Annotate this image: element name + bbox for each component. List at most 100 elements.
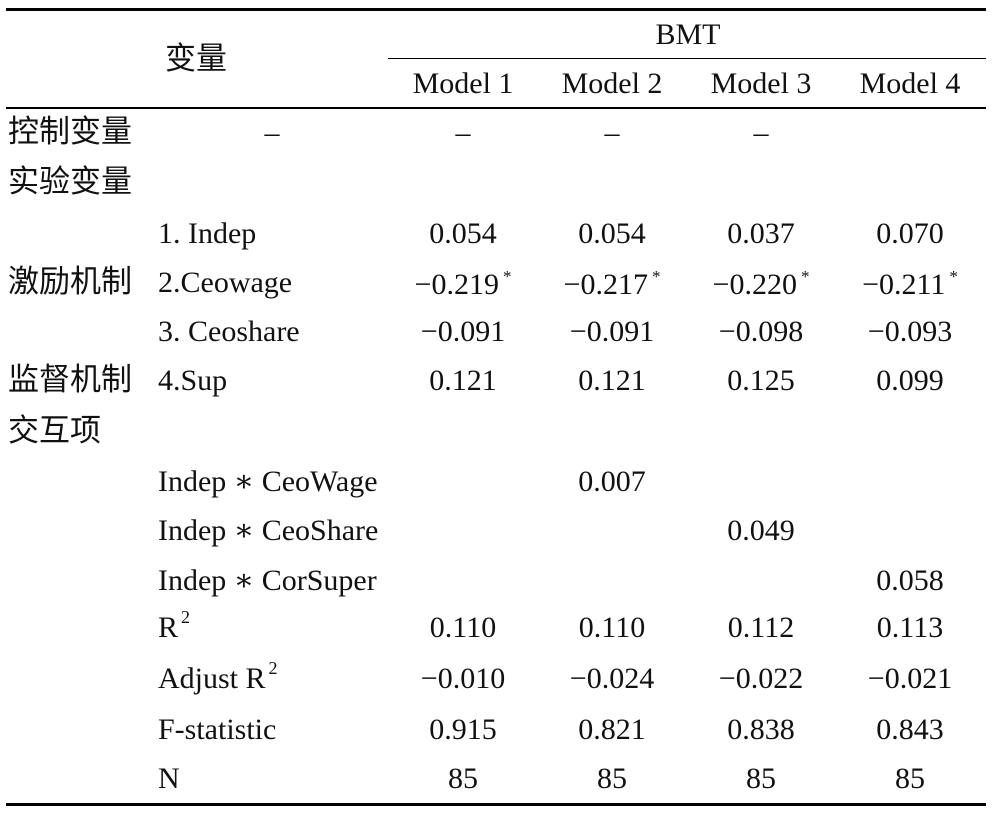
row-variable: Indep ∗ CorSuper [158,566,377,596]
bottom-rule [6,803,986,806]
value-cell-model-4: 0.113 [877,613,943,643]
value-cell-model-3: 85 [746,764,776,794]
row-variable-text: 4.Sup [158,364,228,397]
group-rule [388,58,986,59]
value-text: 0.915 [429,713,497,746]
value-text: 0.049 [727,514,795,547]
value-cell-model-3: 0.125 [727,366,795,396]
value-text: −0.219 [414,268,499,301]
value-cell-model-3: −0.098 [719,317,803,347]
value-cell-model-2: 0.121 [578,366,646,396]
value-text: 0.843 [876,713,944,746]
row-variable: 4.Sup [158,366,227,396]
variable-header: 变量 [165,41,227,77]
row-category: 交互项 [8,413,101,449]
value-text: 0.070 [876,217,944,250]
value-text: 0.121 [578,364,646,397]
value-cell-model-4: 0.058 [876,566,944,596]
value-text: −0.211 [862,268,946,301]
row-variable: 1. Indep [158,219,256,249]
value-text: 0.007 [578,465,646,498]
value-cell-model-3: – [605,118,620,148]
value-cell-model-3: 0.112 [728,613,794,643]
value-cell-model-1: 0.121 [429,366,497,396]
row-variable: N [158,764,180,794]
row-variable-text: N [158,762,180,795]
value-cell-model-3: 0.037 [727,219,795,249]
group-header-bmt: BMT [655,18,721,51]
value-text: −0.024 [569,662,655,695]
value-cell-model-4: 0.099 [876,366,944,396]
value-text: −0.091 [569,315,655,348]
row-variable: Indep ∗ CeoShare [158,516,378,546]
value-cell-model-3: 0.838 [727,715,795,745]
value-text: −0.098 [718,315,804,348]
value-cell-model-2: 0.054 [578,219,646,249]
row-category: 监督机制 [8,362,132,398]
value-cell-model-1: 0.110 [430,613,496,643]
row-variable: 3. Ceoshare [158,317,300,347]
row-variable: 2.Ceowage [158,268,292,298]
value-cell-model-1: −0.219 * [415,268,512,300]
value-cell-model-1: – [265,118,280,148]
value-cell-model-4: 0.070 [876,219,944,249]
row-variable-text: Adjust R [158,662,266,695]
value-text: 0.113 [876,611,944,644]
value-cell-model-1: −0.091 [421,317,505,347]
row-category: 控制变量 [8,114,132,150]
superscript: 2 [181,607,191,627]
row-variable-text: Indep ∗ CorSuper [158,564,377,597]
significance-star: * [800,267,810,286]
value-cell-model-3: 0.049 [727,516,795,546]
value-text: 0.054 [578,217,646,250]
value-text: 0.110 [578,611,646,644]
value-cell-model-2: 85 [597,764,627,794]
value-cell-model-3: −0.022 [719,664,803,694]
value-cell-model-4: −0.021 [868,664,952,694]
value-text: −0.093 [867,315,953,348]
value-text: −0.091 [420,315,506,348]
row-category: 实验变量 [8,164,132,200]
col-header-model-2: Model 2 [561,67,663,100]
value-cell-model-4: – [754,118,769,148]
row-variable: F-statistic [158,715,276,745]
row-variable-text: 1. Indep [158,217,257,250]
row-variable-text: 3. Ceoshare [158,315,300,348]
value-text: – [604,116,620,149]
col-header-model-4: Model 4 [859,67,961,100]
row-variable-text: Indep ∗ CeoWage [158,465,378,498]
header-rule [6,107,986,109]
value-cell-model-3: −0.220 * [713,268,810,300]
value-cell-model-2: – [456,118,471,148]
superscript: 2 [268,658,278,678]
significance-star: * [502,267,512,286]
row-category: 激励机制 [8,264,132,300]
value-text: −0.010 [420,662,506,695]
value-text: 0.121 [429,364,497,397]
significance-star: * [949,267,958,286]
value-cell-model-2: −0.217 * [564,268,661,300]
value-cell-model-2: 0.110 [579,613,645,643]
value-cell-model-4: −0.093 [868,317,952,347]
top-rule [6,8,986,11]
value-text: 0.112 [727,611,795,644]
col-header-model-3: Model 3 [710,67,812,100]
value-cell-model-2: 0.821 [578,715,646,745]
value-cell-model-4: 0.843 [876,715,944,745]
value-text: 0.054 [429,217,497,250]
value-cell-model-1: 85 [448,764,478,794]
row-variable-text: 2.Ceowage [158,266,293,299]
value-cell-model-4: 85 [895,764,925,794]
value-text: 0.099 [876,364,944,397]
value-text: 0.125 [727,364,795,397]
value-text: 85 [746,762,776,795]
value-cell-model-4: −0.211 * [862,268,958,300]
value-text: 85 [448,762,478,795]
value-text: −0.220 [712,268,797,301]
value-text: 0.821 [578,713,646,746]
value-text: 85 [597,762,627,795]
value-text: −0.021 [867,662,953,695]
row-variable-text: F-statistic [158,713,277,746]
